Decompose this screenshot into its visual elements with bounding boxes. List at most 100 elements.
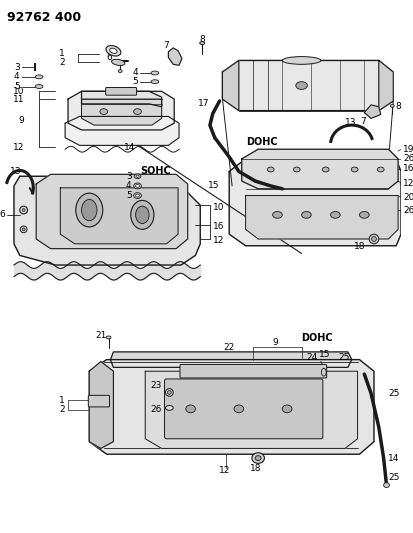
Text: 24: 24: [306, 353, 318, 362]
Text: 10: 10: [213, 203, 224, 212]
Ellipse shape: [282, 405, 292, 413]
Text: 20: 20: [403, 193, 413, 202]
Ellipse shape: [167, 391, 171, 394]
FancyBboxPatch shape: [164, 379, 323, 439]
Text: 10: 10: [13, 87, 25, 96]
Text: 13: 13: [345, 118, 356, 127]
Ellipse shape: [112, 59, 125, 66]
Ellipse shape: [135, 194, 140, 197]
Ellipse shape: [252, 453, 264, 463]
Text: 9: 9: [273, 338, 278, 347]
Ellipse shape: [166, 389, 173, 397]
Text: 25: 25: [389, 389, 400, 398]
Polygon shape: [14, 176, 200, 265]
Text: 15: 15: [208, 181, 220, 190]
Ellipse shape: [296, 82, 307, 90]
Text: 7: 7: [164, 41, 169, 50]
Ellipse shape: [330, 212, 340, 218]
Polygon shape: [364, 105, 381, 118]
Ellipse shape: [234, 405, 244, 413]
Text: 15: 15: [319, 350, 330, 359]
Text: 9: 9: [19, 116, 25, 125]
Ellipse shape: [20, 226, 27, 233]
Ellipse shape: [372, 237, 376, 241]
Ellipse shape: [131, 200, 154, 229]
Text: 3: 3: [126, 172, 132, 181]
Polygon shape: [89, 360, 374, 454]
Ellipse shape: [390, 104, 394, 107]
FancyBboxPatch shape: [180, 365, 327, 378]
FancyBboxPatch shape: [88, 395, 109, 407]
Polygon shape: [223, 60, 239, 111]
Text: 8: 8: [199, 35, 205, 44]
Text: 23: 23: [150, 381, 161, 390]
Text: 8: 8: [395, 102, 401, 111]
Ellipse shape: [273, 212, 282, 218]
Text: 25: 25: [389, 473, 400, 482]
Polygon shape: [89, 361, 114, 448]
Ellipse shape: [322, 167, 329, 172]
Polygon shape: [36, 174, 188, 249]
Ellipse shape: [151, 71, 159, 75]
Ellipse shape: [359, 212, 369, 218]
Text: 16: 16: [403, 164, 413, 173]
Text: 26: 26: [403, 155, 413, 164]
Text: 5: 5: [14, 82, 20, 91]
Ellipse shape: [200, 42, 204, 45]
Ellipse shape: [76, 193, 103, 227]
Polygon shape: [379, 60, 393, 111]
Ellipse shape: [81, 199, 97, 221]
Polygon shape: [111, 352, 352, 367]
Text: 12: 12: [219, 466, 230, 475]
Ellipse shape: [106, 336, 111, 339]
Ellipse shape: [369, 234, 379, 244]
Text: 4: 4: [133, 69, 138, 77]
Text: 21: 21: [95, 331, 107, 340]
Ellipse shape: [384, 483, 389, 488]
Ellipse shape: [293, 167, 300, 172]
Ellipse shape: [351, 167, 358, 172]
Text: 1: 1: [59, 49, 65, 58]
Polygon shape: [246, 196, 398, 239]
Text: 4: 4: [126, 181, 132, 190]
Text: 92762 400: 92762 400: [7, 12, 81, 25]
Polygon shape: [81, 99, 161, 125]
Text: 6: 6: [107, 53, 112, 62]
Polygon shape: [145, 371, 358, 448]
Ellipse shape: [134, 109, 141, 115]
Polygon shape: [60, 188, 178, 244]
Ellipse shape: [151, 80, 159, 84]
Text: 11: 11: [13, 94, 25, 103]
Text: DOHC: DOHC: [301, 334, 333, 343]
Text: SOHC: SOHC: [140, 166, 171, 176]
Ellipse shape: [377, 167, 384, 172]
Ellipse shape: [22, 228, 25, 231]
Polygon shape: [81, 91, 161, 107]
Polygon shape: [68, 91, 174, 130]
Text: 26: 26: [150, 405, 161, 414]
Text: 17: 17: [198, 99, 210, 108]
Text: 12: 12: [403, 179, 413, 188]
Ellipse shape: [321, 368, 326, 376]
Ellipse shape: [20, 206, 28, 214]
Text: 14: 14: [389, 454, 400, 463]
Text: 7: 7: [361, 117, 366, 126]
Text: 2: 2: [59, 58, 65, 67]
Text: 18: 18: [354, 242, 365, 251]
Polygon shape: [242, 149, 398, 189]
Text: 22: 22: [223, 343, 235, 352]
Ellipse shape: [134, 192, 141, 198]
Ellipse shape: [135, 206, 149, 223]
Text: 13: 13: [10, 167, 21, 176]
Ellipse shape: [166, 406, 173, 410]
Polygon shape: [229, 159, 401, 246]
Text: 1: 1: [59, 395, 65, 405]
Ellipse shape: [186, 405, 195, 413]
Ellipse shape: [35, 85, 43, 88]
Text: 19: 19: [403, 145, 413, 154]
Ellipse shape: [134, 174, 141, 179]
Text: 14: 14: [124, 143, 135, 152]
Ellipse shape: [267, 167, 274, 172]
Text: 6: 6: [0, 211, 5, 220]
Text: 2: 2: [59, 405, 65, 414]
